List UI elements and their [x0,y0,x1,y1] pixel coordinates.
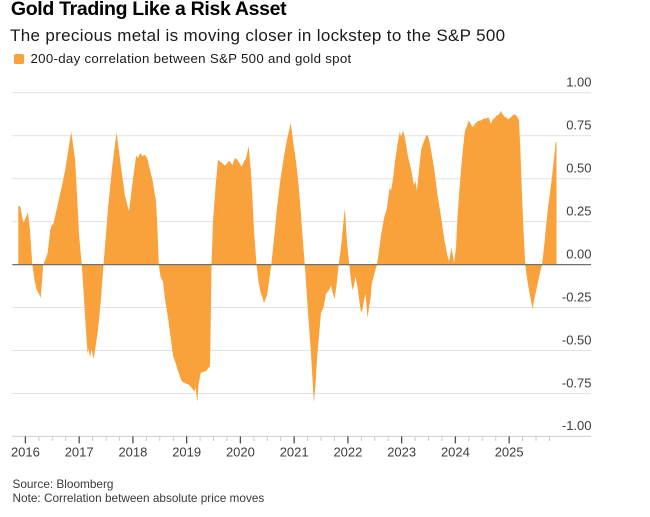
svg-text:0.00: 0.00 [566,246,591,261]
svg-text:2025: 2025 [495,444,524,459]
svg-text:2021: 2021 [280,444,309,459]
svg-text:2016: 2016 [11,444,40,459]
svg-text:0.50: 0.50 [566,161,591,176]
svg-text:0.25: 0.25 [566,203,591,218]
svg-text:-0.25: -0.25 [562,289,592,304]
svg-text:2019: 2019 [172,444,201,459]
svg-text:2023: 2023 [387,444,416,459]
svg-text:2018: 2018 [118,444,147,459]
svg-text:0.75: 0.75 [566,118,591,133]
svg-text:2020: 2020 [226,444,255,459]
svg-text:2017: 2017 [65,444,94,459]
svg-text:-1.00: -1.00 [562,418,592,433]
svg-text:2024: 2024 [441,444,470,459]
svg-text:1.00: 1.00 [566,75,591,90]
svg-text:2022: 2022 [333,444,362,459]
svg-text:-0.75: -0.75 [562,375,592,390]
svg-text:-0.50: -0.50 [562,332,592,347]
